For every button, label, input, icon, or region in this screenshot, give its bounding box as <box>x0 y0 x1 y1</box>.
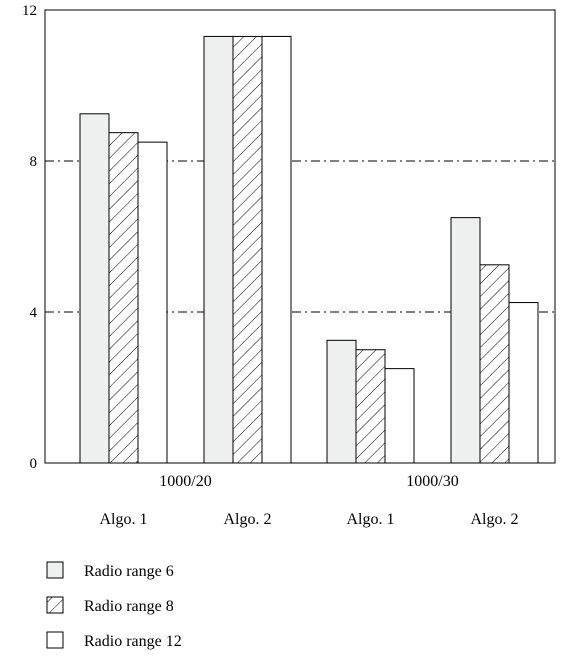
legend-label: Radio range 12 <box>84 633 182 650</box>
bar <box>261 35 292 464</box>
plot-frame <box>44 9 556 464</box>
legend-label: Radio range 8 <box>84 598 174 615</box>
bar <box>203 35 234 464</box>
x-subgroup-label: Algo. 1 <box>100 511 148 528</box>
bar <box>232 35 263 464</box>
x-group-label: 1000/20 <box>159 473 211 490</box>
bar <box>384 368 415 464</box>
legend-label: Radio range 6 <box>84 563 174 580</box>
legend-swatch <box>46 596 64 614</box>
x-group-label: 1000/30 <box>406 473 458 490</box>
legend-swatch <box>46 631 64 649</box>
bar <box>355 349 386 464</box>
bar <box>79 113 110 464</box>
y-tick-label: 8 <box>30 154 38 170</box>
bar <box>479 264 510 464</box>
y-tick-label: 12 <box>22 3 37 19</box>
y-tick-label: 4 <box>30 305 38 321</box>
x-subgroup-label: Algo. 2 <box>471 511 519 528</box>
legend-swatch <box>46 561 64 579</box>
bar <box>450 217 481 464</box>
bar <box>326 339 357 464</box>
bar <box>108 132 139 464</box>
x-subgroup-label: Algo. 1 <box>347 511 395 528</box>
bar <box>508 302 539 464</box>
y-tick-label: 0 <box>30 456 38 472</box>
bar <box>137 141 168 464</box>
x-subgroup-label: Algo. 2 <box>224 511 272 528</box>
